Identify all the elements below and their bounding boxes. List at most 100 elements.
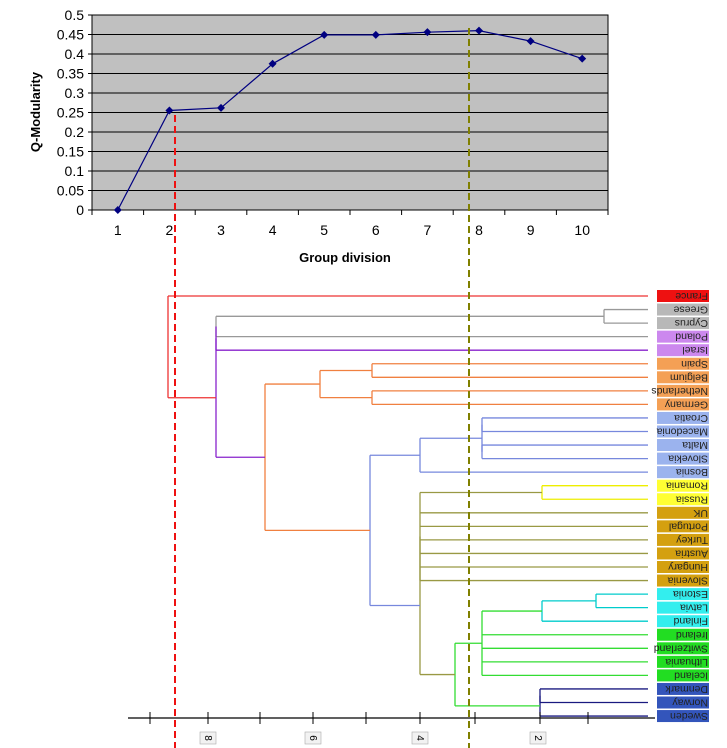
leaf-label: Slovenia	[668, 575, 708, 587]
modularity-line-chart: 0 0.05 0.1 0.15 0.2 0.25 0.3 0.35 0.4 0.45 0.5 1 2 3…	[28, 7, 609, 265]
leaf-label: Slovekia	[668, 453, 708, 465]
leaf-label: Lithuania	[665, 656, 708, 668]
x-tick-label: 8	[475, 222, 483, 238]
axis-tick-box	[304, 731, 322, 745]
x-tick-label: 7	[424, 222, 432, 238]
leaf-label: Turkey	[676, 534, 708, 546]
y-tick-label: 0.35	[57, 66, 84, 82]
leaf-label-box	[657, 411, 709, 424]
leaf-label-box	[657, 479, 709, 492]
x-tick-label: 3	[217, 222, 225, 238]
data-point	[217, 103, 225, 112]
leaf-label: France	[675, 290, 708, 302]
leaf-label-box	[657, 493, 709, 506]
leaf-label-box	[657, 506, 709, 519]
data-point	[165, 106, 174, 115]
leaf-label: Sweden	[670, 710, 708, 722]
leaf-label-box	[657, 533, 709, 546]
leaf-label: Iceland	[674, 669, 708, 681]
leaf-label-box	[657, 439, 709, 452]
x-tick-label: 10	[574, 222, 590, 238]
dendrogram-axis-label: 8	[202, 735, 213, 741]
leaf-label-box	[657, 655, 709, 668]
leaf-label-box	[657, 547, 709, 560]
y-tick-label: 0	[76, 202, 84, 218]
y-tick-label: 0.3	[65, 85, 85, 101]
data-point	[268, 59, 277, 68]
leaf-label: Israel	[682, 344, 708, 356]
leaf-label: Finland	[673, 615, 708, 627]
leaf-label: Greese	[673, 304, 708, 316]
y-tick-label: 0.25	[57, 105, 84, 121]
leaf-label-box	[657, 330, 709, 343]
dendrogram-links	[167, 295, 648, 717]
data-point	[475, 26, 483, 35]
y-axis-ticks: 0 0.05 0.1 0.15 0.2 0.25 0.3 0.35 0.4 0.45 0.5	[57, 7, 92, 218]
leaf-label-box	[657, 615, 709, 628]
x-tick-label: 1	[114, 222, 122, 238]
leaf-label: Estonia	[673, 588, 708, 600]
x-axis-ticks: 1 2 3 4 5 6 7 8 9 10	[91, 210, 609, 238]
y-tick-label: 0.1	[65, 163, 85, 179]
leaf-label-box	[657, 357, 709, 370]
y-tick-label: 0.5	[65, 7, 85, 23]
data-point	[526, 37, 535, 46]
leaf-label: Russia	[676, 493, 708, 505]
x-tick-label: 6	[372, 222, 380, 238]
leaf-label: Norway	[672, 697, 708, 709]
leaf-label: Cyprus	[675, 317, 708, 329]
leaf-label-box	[657, 452, 709, 465]
dendrogram-axis-label: 2	[532, 735, 543, 741]
leaf-label-box	[657, 669, 709, 682]
data-point	[320, 30, 329, 39]
leaf-label-box	[657, 520, 709, 533]
leaf-label: Ireland	[676, 629, 708, 641]
leaf-label: Spain	[681, 358, 708, 370]
axis-tick-box	[411, 731, 429, 745]
axis-tick-box	[529, 731, 547, 745]
x-tick-label: 2	[166, 222, 174, 238]
leaf-label-box	[657, 588, 709, 601]
leaf-label: Germany	[664, 398, 708, 410]
leaf-label-box	[657, 317, 709, 330]
y-tick-label: 0.4	[65, 46, 85, 62]
data-point	[578, 54, 587, 63]
leaf-label: Croatia	[674, 412, 708, 424]
leaf-label-box	[657, 344, 709, 357]
leaf-label: Hungary	[668, 561, 708, 573]
leaf-label: Poland	[675, 331, 708, 343]
data-points	[113, 26, 587, 214]
leaf-label-box	[657, 303, 709, 316]
y-tick-label: 0.15	[57, 144, 84, 160]
leaf-label-box	[657, 628, 709, 641]
series-line	[117, 29, 583, 211]
dendrogram-axis-label: 4	[414, 735, 425, 741]
leaf-label: Belgium	[670, 371, 708, 383]
leaf-label: Macedonia	[656, 426, 708, 438]
leaf-label-box	[657, 398, 709, 411]
data-point	[113, 206, 122, 214]
y-axis-label: Q-Modularity	[28, 71, 43, 152]
leaf-label-box	[657, 561, 709, 573]
leaf-label: Romania	[666, 480, 708, 492]
data-point	[423, 28, 432, 37]
leaf-label: Denmark	[665, 683, 708, 695]
x-axis-label: Group division	[299, 250, 391, 265]
dendrogram-axis: 8 6 4 2	[128, 712, 655, 745]
leaf-label-box	[657, 384, 709, 397]
leaf-label: Portugal	[669, 520, 708, 532]
leaf-label-box	[657, 696, 709, 709]
leaf-label-box	[657, 425, 709, 438]
y-tick-label: 0.05	[57, 183, 84, 199]
leaf-label: Latvia	[680, 602, 708, 614]
leaf-label-box	[657, 642, 709, 655]
y-tick-label: 0.45	[57, 27, 84, 43]
leaf-label: UK	[693, 507, 708, 519]
leaf-label-box	[657, 710, 709, 723]
leaf-label-box	[657, 682, 709, 695]
dendrogram-axis-label: 6	[307, 735, 318, 741]
x-tick-label: 9	[527, 222, 535, 238]
